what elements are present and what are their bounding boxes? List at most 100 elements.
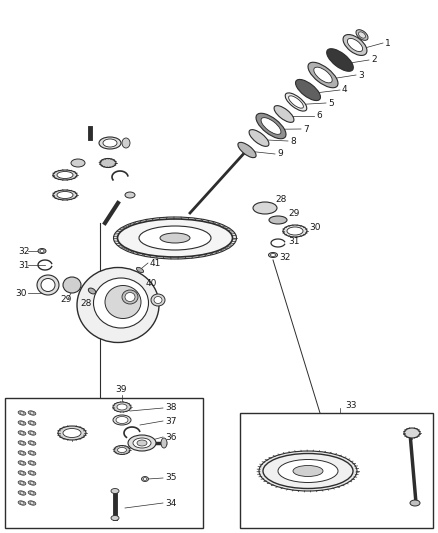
Text: 4: 4 <box>342 85 348 94</box>
Text: 2: 2 <box>371 55 377 64</box>
Ellipse shape <box>18 481 26 485</box>
Ellipse shape <box>18 411 26 415</box>
Ellipse shape <box>20 491 24 494</box>
Ellipse shape <box>30 491 34 494</box>
Ellipse shape <box>269 216 287 224</box>
Ellipse shape <box>117 404 127 410</box>
Ellipse shape <box>57 191 73 198</box>
Ellipse shape <box>18 431 26 435</box>
Ellipse shape <box>38 248 46 254</box>
Ellipse shape <box>28 451 36 455</box>
Ellipse shape <box>71 159 85 167</box>
Ellipse shape <box>53 190 77 200</box>
Ellipse shape <box>249 130 269 147</box>
Ellipse shape <box>117 448 127 453</box>
Ellipse shape <box>18 451 26 455</box>
Text: 28: 28 <box>80 298 92 308</box>
Ellipse shape <box>20 411 24 414</box>
Ellipse shape <box>28 471 36 475</box>
Ellipse shape <box>30 442 34 445</box>
Ellipse shape <box>256 113 286 139</box>
Ellipse shape <box>20 422 24 424</box>
Ellipse shape <box>271 254 276 256</box>
Ellipse shape <box>343 35 367 55</box>
Text: 5: 5 <box>328 99 334 108</box>
Ellipse shape <box>327 49 353 71</box>
Text: 34: 34 <box>165 498 177 507</box>
Ellipse shape <box>99 137 121 149</box>
Ellipse shape <box>30 482 34 484</box>
Text: 29: 29 <box>288 209 300 219</box>
Text: 8: 8 <box>290 136 296 146</box>
Text: 9: 9 <box>277 149 283 158</box>
Ellipse shape <box>356 30 368 41</box>
Ellipse shape <box>111 489 119 494</box>
Text: 32: 32 <box>279 254 290 262</box>
Ellipse shape <box>28 501 36 505</box>
Ellipse shape <box>20 442 24 445</box>
Ellipse shape <box>77 268 159 343</box>
Ellipse shape <box>128 435 156 451</box>
Ellipse shape <box>136 268 144 273</box>
Ellipse shape <box>18 501 26 505</box>
Ellipse shape <box>122 290 138 304</box>
Text: 31: 31 <box>288 237 300 246</box>
Ellipse shape <box>40 249 44 253</box>
Ellipse shape <box>63 277 81 293</box>
Ellipse shape <box>141 477 148 481</box>
Bar <box>240 413 433 528</box>
Text: 6: 6 <box>316 111 322 120</box>
Text: 30: 30 <box>309 223 321 232</box>
Bar <box>5 398 203 528</box>
Ellipse shape <box>28 411 36 415</box>
Ellipse shape <box>103 139 117 147</box>
Ellipse shape <box>114 446 130 455</box>
Ellipse shape <box>20 482 24 484</box>
Ellipse shape <box>41 279 55 292</box>
Ellipse shape <box>63 429 81 438</box>
Text: 36: 36 <box>165 432 177 441</box>
Ellipse shape <box>314 67 332 83</box>
Text: 35: 35 <box>165 473 177 482</box>
Ellipse shape <box>404 428 420 438</box>
Text: 29: 29 <box>60 295 71 304</box>
Ellipse shape <box>20 451 24 454</box>
Ellipse shape <box>20 462 24 464</box>
Ellipse shape <box>358 32 365 38</box>
Text: 37: 37 <box>165 416 177 425</box>
Ellipse shape <box>289 96 304 108</box>
Ellipse shape <box>283 225 307 237</box>
Ellipse shape <box>30 411 34 414</box>
Ellipse shape <box>113 415 131 425</box>
Ellipse shape <box>160 233 190 243</box>
Text: 28: 28 <box>275 196 286 205</box>
Ellipse shape <box>285 93 307 111</box>
Ellipse shape <box>18 441 26 445</box>
Ellipse shape <box>93 278 148 328</box>
Ellipse shape <box>113 217 237 259</box>
Ellipse shape <box>259 451 357 491</box>
Ellipse shape <box>125 192 135 198</box>
Ellipse shape <box>125 293 135 302</box>
Ellipse shape <box>88 288 95 294</box>
Text: 40: 40 <box>146 279 157 287</box>
Text: 32: 32 <box>18 246 29 255</box>
Ellipse shape <box>117 219 233 257</box>
Ellipse shape <box>113 402 131 412</box>
Ellipse shape <box>347 38 363 52</box>
Ellipse shape <box>30 432 34 434</box>
Ellipse shape <box>238 142 256 158</box>
Ellipse shape <box>139 226 211 250</box>
Ellipse shape <box>57 172 73 179</box>
Ellipse shape <box>274 106 294 123</box>
Ellipse shape <box>137 440 147 446</box>
Ellipse shape <box>263 454 353 489</box>
Ellipse shape <box>30 462 34 464</box>
Ellipse shape <box>278 459 338 482</box>
Ellipse shape <box>111 515 119 521</box>
Ellipse shape <box>20 432 24 434</box>
Ellipse shape <box>20 472 24 474</box>
Text: 3: 3 <box>358 70 364 79</box>
Ellipse shape <box>287 227 303 235</box>
Ellipse shape <box>18 421 26 425</box>
